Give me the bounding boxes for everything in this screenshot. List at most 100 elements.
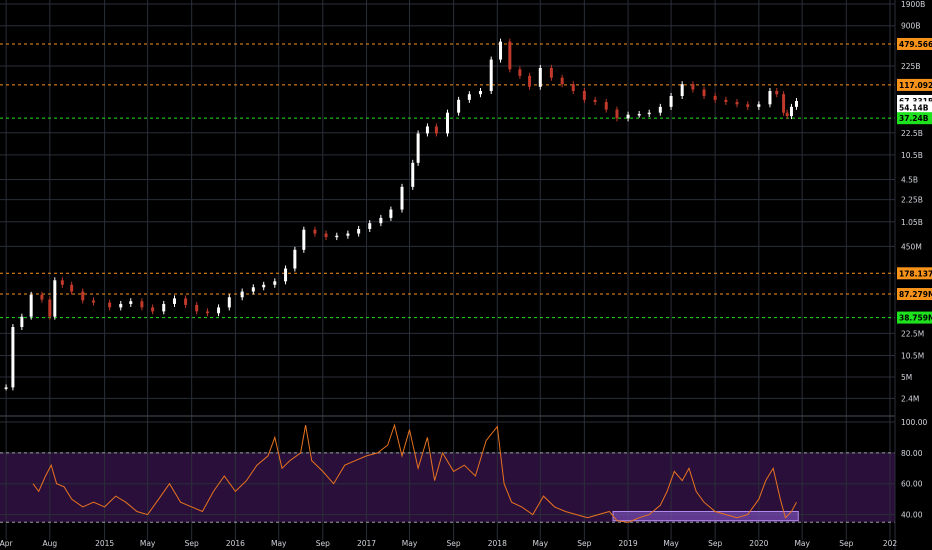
level-tag-label: 479.566B <box>899 40 932 49</box>
candle-body <box>560 77 564 85</box>
candle-body <box>757 104 761 107</box>
x-tick-label: May <box>271 539 287 548</box>
candle-body <box>40 294 44 300</box>
level-tag-orange <box>897 267 932 280</box>
y-tick-label: 2.25B <box>901 196 923 205</box>
level-tag-white <box>897 101 932 114</box>
candle-body <box>29 294 33 317</box>
candle-body <box>658 106 662 113</box>
candle-body <box>425 126 429 134</box>
y-tick-label: 450M <box>901 242 922 251</box>
candle-body <box>467 94 471 100</box>
level-tag-label: 178.137M <box>899 269 932 278</box>
candle-body <box>48 299 52 317</box>
candle-body <box>227 297 231 308</box>
candle-body <box>129 301 133 304</box>
level-tag-label: 54.14B <box>899 103 929 112</box>
y-tick-label: 1.05B <box>901 218 923 227</box>
candle-body <box>53 280 57 317</box>
candle-body <box>446 112 449 134</box>
candle-body <box>528 75 532 87</box>
candle-body <box>195 304 199 312</box>
y-tick-label: 225B <box>901 62 920 71</box>
candle-body <box>172 298 176 304</box>
x-tick-label: May <box>402 539 418 548</box>
candle-body <box>669 95 673 107</box>
candle-body <box>549 67 553 78</box>
candle-body <box>70 284 74 292</box>
candle-body <box>416 133 420 163</box>
candle-layer <box>4 38 798 391</box>
candle-body <box>508 41 512 70</box>
x-tick-label: Sep <box>185 539 199 548</box>
candle-body <box>615 109 619 119</box>
candle-body <box>746 104 750 107</box>
x-tick-label: 2016 <box>226 539 245 548</box>
candle-body <box>768 90 772 105</box>
level-tag-orange <box>897 78 932 91</box>
tag-layer: 479.566B117.092B67.331B54.14B37.24B178.1… <box>897 37 932 324</box>
candle-body <box>789 106 793 117</box>
level-tag-orange <box>897 37 932 50</box>
x-tick-label: Sep <box>577 539 591 548</box>
rsi-layer <box>32 423 799 523</box>
y-tick-label: 10.5B <box>901 151 923 160</box>
candle-body <box>702 89 706 96</box>
candle-body <box>205 311 209 314</box>
rsi-highlight-box <box>612 510 799 522</box>
candle-body <box>582 90 586 100</box>
x-tick-label: Sep <box>447 539 461 548</box>
y-tick-label: 1900B <box>901 0 925 9</box>
candle-body <box>368 223 372 229</box>
candle-body <box>293 249 297 269</box>
candle-body <box>794 100 798 107</box>
rsi-tick-label: 80.00 <box>901 449 923 458</box>
candle-body <box>713 95 717 100</box>
candle-body <box>262 284 266 288</box>
y-tick-label: 4.5B <box>901 176 918 185</box>
x-tick-label: Sep <box>708 539 722 548</box>
rsi-line <box>32 423 797 523</box>
x-tick-label: Sep <box>316 539 330 548</box>
candle-body <box>593 99 597 103</box>
x-tick-label: 202 <box>883 539 898 548</box>
rsi-tick-label: 60.00 <box>901 480 923 489</box>
candle-body <box>11 327 15 388</box>
candle-body <box>284 268 288 282</box>
y-tick-label: 2.4M <box>901 394 919 403</box>
candle-body <box>92 300 96 303</box>
candle-body <box>489 59 493 91</box>
x-tick-label: May <box>140 539 156 548</box>
x-tick-label: May <box>663 539 679 548</box>
level-tag-label: 87.279M <box>899 290 932 299</box>
candle-body <box>389 209 393 218</box>
rsi-tick-label: 100.00 <box>901 418 927 427</box>
candle-body <box>20 316 24 328</box>
candle-body <box>313 229 317 234</box>
level-tag-green <box>897 112 932 125</box>
candle-body <box>680 84 684 96</box>
x-tick-label: 2017 <box>357 539 376 548</box>
candle-body <box>81 291 85 301</box>
candle-body <box>273 281 277 285</box>
candle-body <box>184 298 188 305</box>
candle-body <box>357 228 361 234</box>
x-tick-label: Sep <box>839 539 853 548</box>
candle-body <box>302 229 306 250</box>
x-tick-label: Apr <box>0 539 13 548</box>
level-layer <box>0 43 895 523</box>
rsi-tick-label: 40.00 <box>901 511 923 520</box>
candle-body <box>60 280 64 285</box>
candle-body <box>4 387 8 389</box>
level-tag-label: 37.24B <box>899 114 929 123</box>
level-tag-label: 117.092B <box>899 81 932 90</box>
candle-body <box>119 303 123 308</box>
x-tick-label: 2020 <box>749 539 768 548</box>
candle-body <box>140 301 144 308</box>
y-tick-label: 22.5M <box>901 329 924 338</box>
candle-body <box>240 291 244 298</box>
x-tick-label: Aug <box>42 539 57 548</box>
candle-body <box>538 67 542 87</box>
y-tick-label: 10.5M <box>901 352 924 361</box>
